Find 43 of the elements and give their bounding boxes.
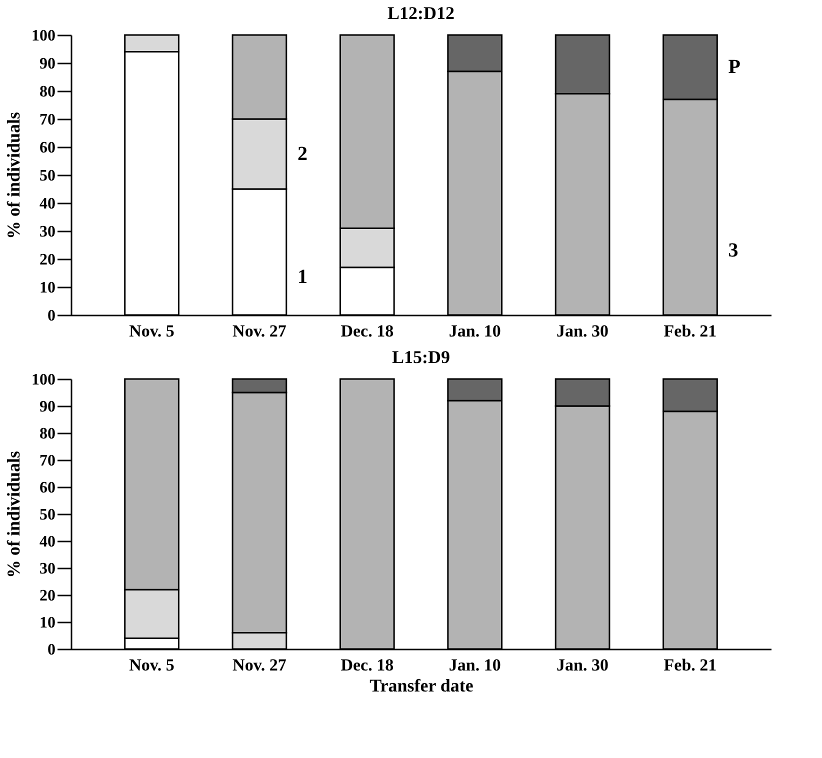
x-tick-label: Nov. 5 — [129, 656, 174, 674]
x-tick-label: Nov. 5 — [129, 322, 174, 340]
y-tick-label: 30 — [40, 224, 56, 240]
chart-title: L12:D12 — [388, 3, 454, 23]
y-tick-label: 100 — [32, 372, 56, 388]
y-tick-label: 60 — [40, 140, 56, 156]
y-tick-label: 10 — [40, 614, 56, 632]
x-tick-label: Feb. 21 — [664, 322, 717, 340]
y-tick-label: 90 — [40, 56, 56, 72]
x-tick-label: Feb. 21 — [664, 656, 717, 674]
y-tick-label: 80 — [40, 84, 56, 100]
y-tick-label: 40 — [40, 196, 56, 212]
y-tick-label: 40 — [40, 534, 56, 550]
y-tick-label: 60 — [40, 480, 56, 496]
y-tick-label: 70 — [40, 112, 56, 128]
series-label: P — [728, 56, 740, 78]
y-tick-label: 70 — [40, 452, 56, 470]
y-axis-title: % of individuals — [4, 112, 24, 240]
x-axis-title: Transfer date — [370, 676, 474, 696]
y-tick-label: 50 — [40, 506, 56, 524]
y-tick-label: 0 — [48, 308, 56, 324]
y-axis-title: % of individuals — [4, 450, 24, 578]
y-tick-label: 50 — [40, 168, 56, 184]
chart-title: L15:D9 — [392, 347, 450, 367]
series-label: 1 — [297, 266, 308, 288]
x-tick-label: Dec. 18 — [340, 322, 394, 340]
y-tick-label: 80 — [40, 426, 56, 442]
y-tick-label: 90 — [40, 398, 56, 416]
x-tick-label: Jan. 30 — [556, 656, 609, 674]
y-tick-label: 10 — [40, 280, 56, 296]
x-tick-label: Jan. 30 — [556, 322, 609, 340]
x-tick-label: Jan. 10 — [448, 656, 501, 674]
x-tick-label: Dec. 18 — [340, 656, 394, 674]
x-tick-label: Nov. 27 — [232, 656, 287, 674]
x-tick-label: Nov. 27 — [232, 322, 287, 340]
series-label: 3 — [728, 239, 738, 262]
x-tick-label: Jan. 10 — [448, 322, 501, 340]
y-tick-label: 100 — [32, 28, 56, 44]
y-tick-label: 20 — [40, 588, 56, 604]
y-tick-label: 20 — [40, 252, 56, 268]
y-tick-label: 30 — [40, 560, 56, 578]
series-label: 2 — [297, 143, 308, 165]
y-tick-label: 0 — [48, 642, 56, 658]
